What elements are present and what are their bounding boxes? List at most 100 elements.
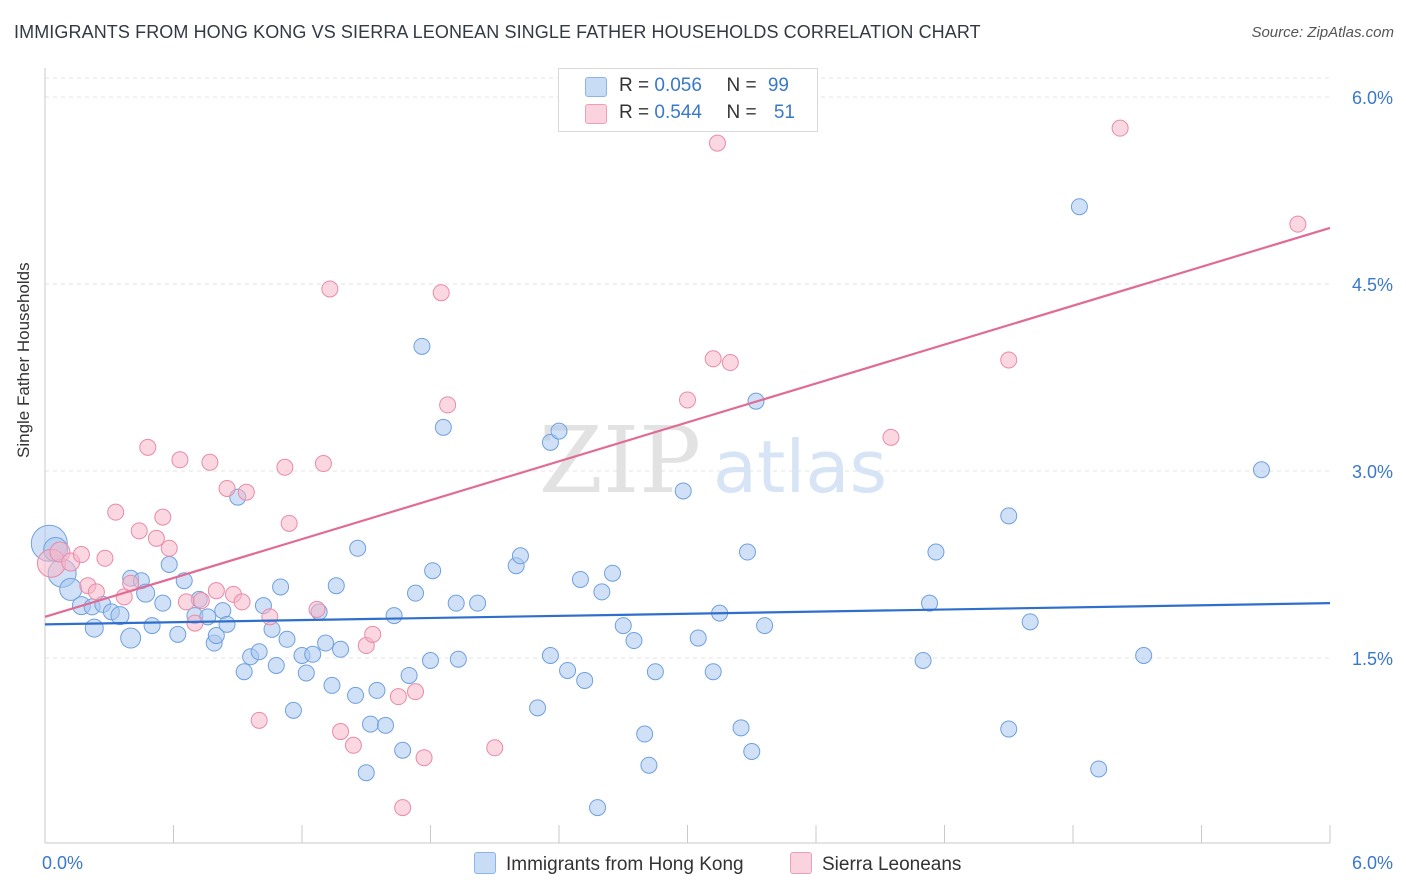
data-point [511, 547, 529, 565]
data-point [332, 723, 350, 741]
data-point [449, 650, 467, 668]
data-point [400, 666, 418, 684]
data-point [559, 661, 577, 679]
data-point [308, 600, 326, 618]
legend-n-value: 51 [773, 102, 795, 123]
gridlines [45, 77, 1330, 659]
legend-n-value: 99 [767, 75, 789, 96]
data-point [576, 671, 594, 689]
y-axis-label: Single Father Households [14, 262, 33, 458]
data-point [349, 539, 367, 557]
data-point [147, 529, 165, 547]
data-point [332, 640, 350, 658]
legend-r-label: R = [619, 102, 655, 123]
data-point [439, 396, 457, 414]
data-point [407, 683, 425, 701]
data-point [218, 615, 236, 633]
data-point [327, 577, 345, 595]
x-tick-label: 6.0% [1352, 853, 1393, 873]
data-point [278, 630, 296, 648]
data-point [434, 418, 452, 436]
data-point [914, 651, 932, 669]
data-point [364, 625, 382, 643]
data-point [389, 688, 407, 706]
x-tick-label: 0.0% [42, 853, 83, 873]
data-point [541, 647, 559, 665]
data-point [160, 556, 178, 573]
data-point [571, 570, 589, 588]
data-point [267, 656, 285, 674]
data-point [377, 716, 395, 734]
data-point [486, 739, 504, 757]
data-point [541, 433, 559, 451]
data-point [704, 663, 722, 681]
data-point [1021, 613, 1039, 631]
data-point [646, 663, 664, 681]
data-point [237, 483, 255, 501]
data-point [689, 629, 707, 647]
data-point [120, 627, 142, 649]
data-point [1070, 198, 1088, 216]
y-tick-label: 4.5% [1352, 275, 1393, 295]
data-point [1000, 507, 1018, 525]
data-point [304, 645, 322, 663]
data-point [357, 764, 375, 782]
data-point [679, 391, 696, 409]
data-point [927, 543, 945, 561]
data-point [139, 438, 157, 456]
data-point [201, 453, 219, 471]
data-point [362, 715, 380, 733]
data-point [743, 743, 761, 760]
data-point [272, 578, 290, 596]
data-point [604, 564, 622, 582]
correlation-legend: R = 0.056 N = 99 R = 0.544 N = 51 [558, 68, 818, 132]
data-point [385, 607, 403, 625]
data-point [297, 664, 315, 682]
data-point [1289, 215, 1307, 233]
data-point [614, 617, 632, 635]
data-point [704, 350, 722, 368]
data-point [640, 756, 658, 774]
data-point [177, 593, 195, 611]
data-point [276, 458, 294, 476]
watermark-atlas: atlas [713, 425, 887, 509]
data-point [250, 711, 268, 729]
bottom-legend-swatch-hong-kong [474, 852, 496, 874]
data-point [407, 584, 425, 602]
trend-lines [44, 226, 1331, 626]
data-point [368, 681, 386, 699]
data-point [882, 428, 900, 446]
data-point [192, 592, 210, 610]
data-point [87, 583, 105, 601]
legend-n-label: N = [726, 102, 762, 123]
data-point [432, 284, 450, 302]
y-tick-label: 3.0% [1352, 462, 1393, 482]
data-point [130, 522, 148, 540]
data-point [96, 549, 114, 567]
data-point [317, 634, 335, 652]
tick-labels: 1.5% 3.0% 4.5% 6.0% 0.0% 6.0% [42, 88, 1393, 873]
data-point [323, 676, 341, 694]
data-point [284, 701, 302, 719]
trend-line-hong-kong [44, 602, 1331, 626]
data-point [738, 543, 756, 561]
watermark-zip: ZIP [539, 407, 701, 514]
data-point [186, 614, 204, 632]
data-point [921, 594, 939, 612]
data-point [529, 699, 547, 717]
data-point [218, 479, 236, 497]
data-point [422, 651, 439, 669]
y-tick-label: 1.5% [1352, 649, 1393, 669]
data-point [115, 588, 133, 606]
data-point [169, 625, 187, 643]
legend-swatch-sierra-leonean [585, 104, 607, 124]
data-point [171, 451, 189, 469]
legend-n-label: N = [726, 75, 762, 96]
data-point [1000, 720, 1018, 738]
legend-r-label: R = [619, 75, 655, 96]
data-point [721, 354, 739, 372]
data-point [708, 134, 726, 152]
data-point [732, 719, 750, 737]
data-point [593, 583, 611, 601]
